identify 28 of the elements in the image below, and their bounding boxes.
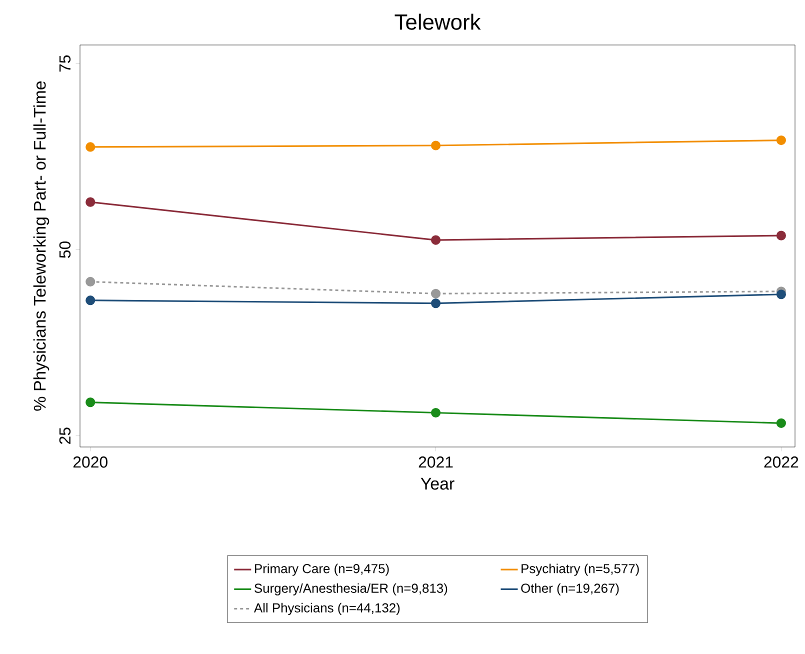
point [430, 408, 441, 418]
point [430, 235, 441, 245]
point [86, 142, 96, 152]
x-tick-label: 2021 [418, 456, 453, 468]
point [776, 135, 786, 146]
chart-title: Telework [394, 14, 481, 30]
point [86, 197, 96, 207]
point [776, 418, 786, 428]
y-tick-label: 50 [59, 241, 71, 258]
point [430, 298, 441, 308]
x-tick-label: 2022 [764, 456, 798, 468]
legend-label: Other (n=19,267) [521, 583, 619, 596]
y-tick-label: 75 [59, 55, 71, 72]
y-tick-label: 25 [59, 428, 71, 444]
point [430, 288, 441, 298]
point [86, 276, 96, 287]
point [86, 296, 96, 306]
x-axis-title: Year [420, 478, 454, 490]
point [776, 230, 786, 240]
y-axis-title: % Physicians Teleworking Part- or Full-Time [33, 81, 50, 411]
x-tick-label: 2020 [73, 456, 108, 468]
legend-label: Psychiatry (n=5,577) [522, 564, 639, 576]
point [430, 140, 441, 150]
point [86, 398, 96, 408]
legend-label: Primary Care (n=9,475) [255, 564, 389, 576]
legend-label: All Physicians (n=44,132) [254, 602, 400, 616]
legend-label: Surgery/Anesthesia/ER (n=9,813) [254, 583, 448, 596]
point [776, 290, 786, 300]
